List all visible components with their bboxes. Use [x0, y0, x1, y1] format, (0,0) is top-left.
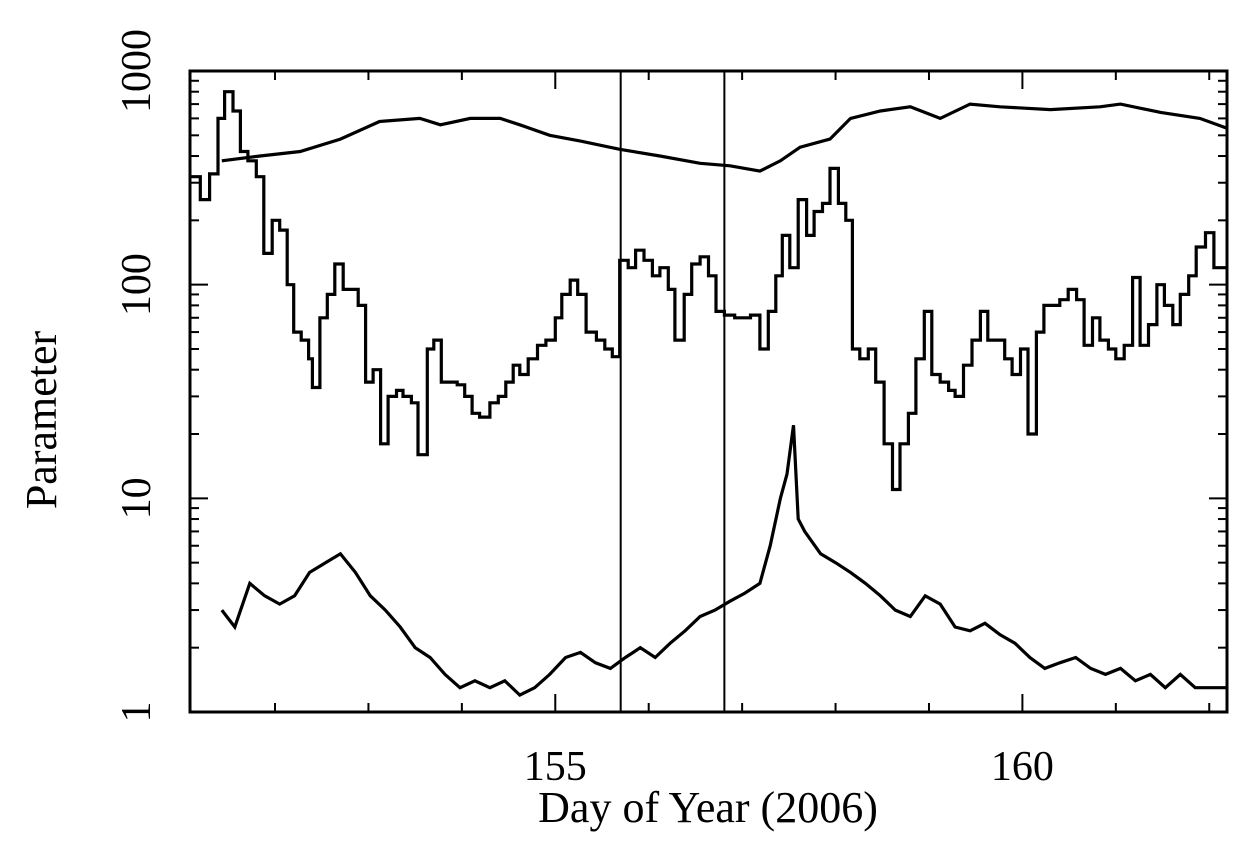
y-tick-label: 1000 [114, 29, 160, 113]
data-line [221, 102, 1228, 173]
y-tick-label: 100 [114, 253, 160, 316]
step-line [190, 90, 1227, 492]
x-axis-title: Day of Year (2006) [538, 783, 878, 832]
x-tick-label: 160 [991, 744, 1054, 790]
y-tick-label: 1 [114, 702, 160, 723]
y-axis-title: Parameter [17, 330, 66, 509]
y-tick-label: 10 [114, 477, 160, 519]
data-line [220, 424, 1227, 698]
plot-frame [188, 69, 1229, 714]
x-tick-label: 155 [524, 744, 587, 790]
